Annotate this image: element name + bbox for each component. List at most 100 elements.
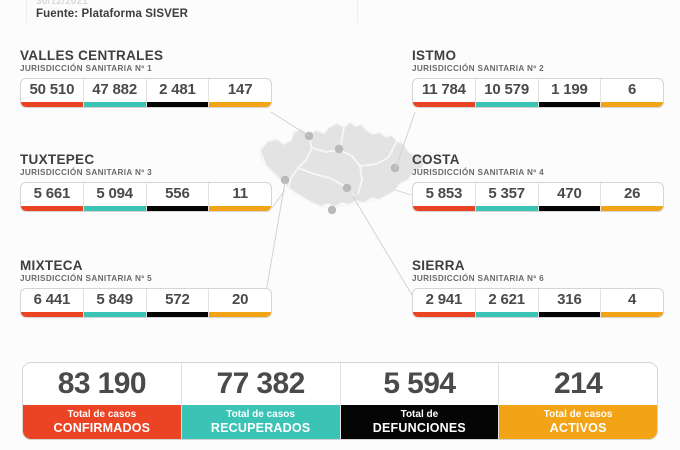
total-band-activos: Total de casos ACTIVOS: [499, 405, 657, 439]
jurisdiction-title: ISTMO: [412, 48, 457, 63]
total-label-line2: RECUPERADOS: [210, 421, 311, 435]
total-label-line1: Total de casos: [226, 409, 295, 420]
jurisdiction-values-box: 11 784 10 579 1 199 6: [412, 78, 664, 108]
totals-summary-bar: 83 190 Total de casos CONFIRMADOS 77 382…: [22, 362, 658, 440]
cell-confirmed: 11 784: [413, 79, 476, 107]
jurisdiction-card-tuxtepec[interactable]: TUXTEPEC JURISDICCIÓN SANITARIA Nº 3 5 6…: [20, 152, 272, 212]
value-confirmed: 2 941: [425, 291, 463, 308]
cell-confirmed: 50 510: [21, 79, 84, 107]
value-recovered: 5 357: [488, 185, 525, 202]
jurisdiction-subtitle: JURISDICCIÓN SANITARIA Nº 5: [20, 274, 153, 283]
value-recovered: 10 579: [484, 81, 529, 98]
strip-deaths: [146, 312, 209, 317]
cell-confirmed: 5 661: [21, 183, 84, 211]
strip-deaths: [538, 206, 601, 211]
jurisdiction-card-costa[interactable]: COSTA JURISDICCIÓN SANITARIA Nº 4 5 853 …: [412, 152, 664, 212]
map-marker-3: [390, 163, 400, 173]
strip-confirmed: [21, 312, 83, 317]
value-active: 6: [628, 81, 637, 98]
cell-active: 20: [209, 289, 271, 317]
value-deaths: 316: [557, 291, 582, 308]
value-confirmed: 11 784: [421, 81, 466, 98]
total-cell-defunciones[interactable]: 5 594 Total de DEFUNCIONES: [340, 363, 500, 439]
jurisdiction-card-istmo[interactable]: ISTMO JURISDICCIÓN SANITARIA Nº 2 11 784…: [412, 48, 664, 108]
total-label-line2: DEFUNCIONES: [372, 421, 466, 435]
value-active: 20: [231, 291, 249, 308]
cell-recovered: 10 579: [475, 79, 539, 107]
jurisdiction-values-box: 5 853 5 357 470 26: [412, 182, 664, 212]
value-confirmed: 5 661: [33, 185, 71, 202]
total-cell-recuperados[interactable]: 77 382 Total de casos RECUPERADOS: [181, 363, 341, 439]
strip-recovered: [475, 102, 538, 107]
cell-deaths: 316: [538, 289, 602, 317]
cell-confirmed: 5 853: [413, 183, 476, 211]
cell-recovered: 5 849: [83, 289, 147, 317]
strip-deaths: [538, 312, 601, 317]
value-recovered: 47 882: [92, 81, 137, 98]
strip-active: [601, 102, 663, 107]
strip-confirmed: [413, 312, 475, 317]
jurisdiction-card-sierra[interactable]: SIERRA JURISDICCIÓN SANITARIA Nº 6 2 941…: [412, 258, 664, 318]
report-date: 30/12/2021: [36, 0, 89, 7]
cell-recovered: 5 094: [83, 183, 147, 211]
header-rule-right: [357, 0, 358, 22]
strip-recovered: [475, 312, 538, 317]
total-label-line1: Total de casos: [67, 409, 137, 420]
map-marker-4: [280, 175, 290, 185]
jurisdiction-title: TUXTEPEC: [20, 152, 95, 167]
total-label-line2: CONFIRMADOS: [53, 421, 151, 435]
cell-recovered: 47 882: [83, 79, 147, 107]
value-confirmed: 6 441: [33, 291, 71, 308]
jurisdiction-values-box: 50 510 47 882 2 481 147: [20, 78, 272, 108]
source-label: Fuente: Plataforma SISVER: [36, 8, 189, 20]
total-value-defunciones: 5 594: [383, 367, 456, 400]
total-value-recuperados: 77 382: [216, 367, 306, 400]
value-active: 147: [227, 81, 253, 98]
jurisdiction-subtitle: JURISDICCIÓN SANITARIA Nº 1: [20, 64, 153, 73]
jurisdiction-title: MIXTECA: [20, 258, 83, 273]
cell-active: 147: [209, 79, 271, 107]
strip-confirmed: [21, 206, 83, 211]
strip-deaths: [146, 102, 209, 107]
jurisdiction-subtitle: JURISDICCIÓN SANITARIA Nº 3: [20, 168, 153, 177]
map-marker-5: [342, 183, 352, 193]
cell-confirmed: 6 441: [21, 289, 84, 317]
value-recovered: 2 621: [488, 291, 525, 308]
cell-recovered: 2 621: [475, 289, 539, 317]
strip-recovered: [475, 206, 538, 211]
map-marker-1: [304, 131, 314, 141]
cell-active: 26: [601, 183, 663, 211]
strip-active: [601, 312, 663, 317]
jurisdiction-subtitle: JURISDICCIÓN SANITARIA Nº 2: [412, 64, 545, 73]
total-cell-activos[interactable]: 214 Total de casos ACTIVOS: [499, 363, 657, 439]
cell-deaths: 2 481: [146, 79, 210, 107]
total-band-recuperados: Total de casos RECUPERADOS: [181, 405, 340, 439]
total-label-line1: Total de: [400, 409, 439, 420]
value-active: 11: [232, 185, 248, 202]
value-deaths: 2 481: [159, 81, 196, 98]
strip-confirmed: [21, 102, 83, 107]
jurisdiction-subtitle: JURISDICCIÓN SANITARIA Nº 4: [412, 168, 545, 177]
value-confirmed: 5 853: [425, 185, 463, 202]
strip-recovered: [83, 312, 146, 317]
value-deaths: 470: [557, 185, 582, 202]
cell-deaths: 572: [146, 289, 210, 317]
jurisdiction-title: SIERRA: [412, 258, 465, 273]
header-rule-left: [26, 0, 27, 22]
source-block: 30/12/2021 Fuente: Plataforma SISVER: [36, 0, 356, 21]
jurisdiction-card-mixteca[interactable]: MIXTECA JURISDICCIÓN SANITARIA Nº 5 6 44…: [20, 258, 272, 318]
jurisdiction-title: COSTA: [412, 152, 460, 167]
jurisdiction-values-box: 5 661 5 094 556 11: [20, 182, 272, 212]
total-cell-confirmados[interactable]: 83 190 Total de casos CONFIRMADOS: [23, 363, 182, 439]
value-confirmed: 50 510: [29, 81, 75, 98]
strip-active: [209, 312, 271, 317]
value-active: 4: [628, 291, 637, 308]
jurisdiction-card-valles-centrales[interactable]: VALLES CENTRALES JURISDICCIÓN SANITARIA …: [20, 48, 272, 108]
jurisdiction-values-box: 2 941 2 621 316 4: [412, 288, 664, 318]
cell-confirmed: 2 941: [413, 289, 476, 317]
cell-recovered: 5 357: [475, 183, 539, 211]
strip-confirmed: [413, 102, 475, 107]
value-active: 26: [623, 185, 641, 202]
map-marker-2: [334, 144, 344, 154]
total-value-confirmados: 83 190: [57, 367, 147, 400]
